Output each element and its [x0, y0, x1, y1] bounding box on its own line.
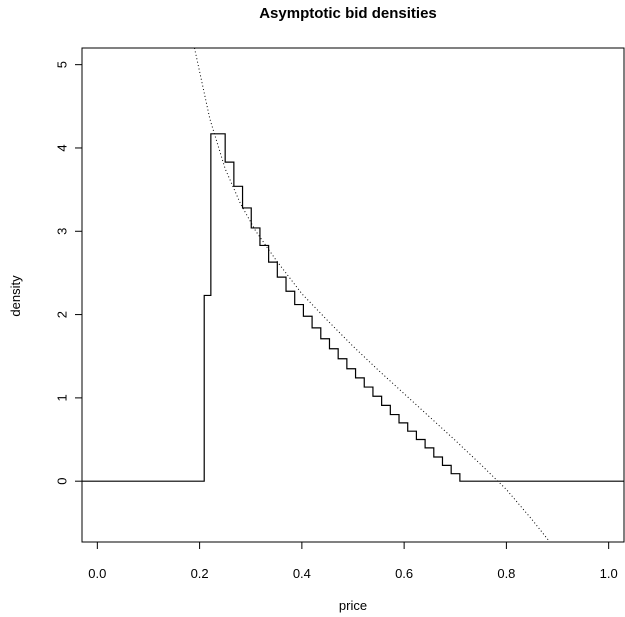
- theoretical-density-curve: [194, 48, 551, 542]
- x-tick-label: 0.2: [191, 566, 209, 581]
- x-axis-title: price: [339, 598, 367, 613]
- y-tick-label: 4: [55, 144, 70, 151]
- x-tick-label: 0.4: [293, 566, 311, 581]
- chart-title: Asymptotic bid densities: [259, 5, 437, 22]
- empirical-density-step-line: [82, 133, 624, 482]
- y-axis-title: density: [8, 275, 23, 317]
- y-tick-label: 3: [55, 228, 70, 235]
- y-tick-label: 5: [55, 61, 70, 68]
- y-tick-label: 2: [55, 311, 70, 318]
- x-tick-label: 1.0: [600, 566, 618, 581]
- x-tick-label: 0.8: [497, 566, 515, 581]
- x-tick-label: 0.6: [395, 566, 413, 581]
- x-tick-label: 0.0: [88, 566, 106, 581]
- y-tick-label: 1: [55, 394, 70, 401]
- plot-frame: [81, 47, 625, 543]
- y-tick-label: 0: [55, 478, 70, 485]
